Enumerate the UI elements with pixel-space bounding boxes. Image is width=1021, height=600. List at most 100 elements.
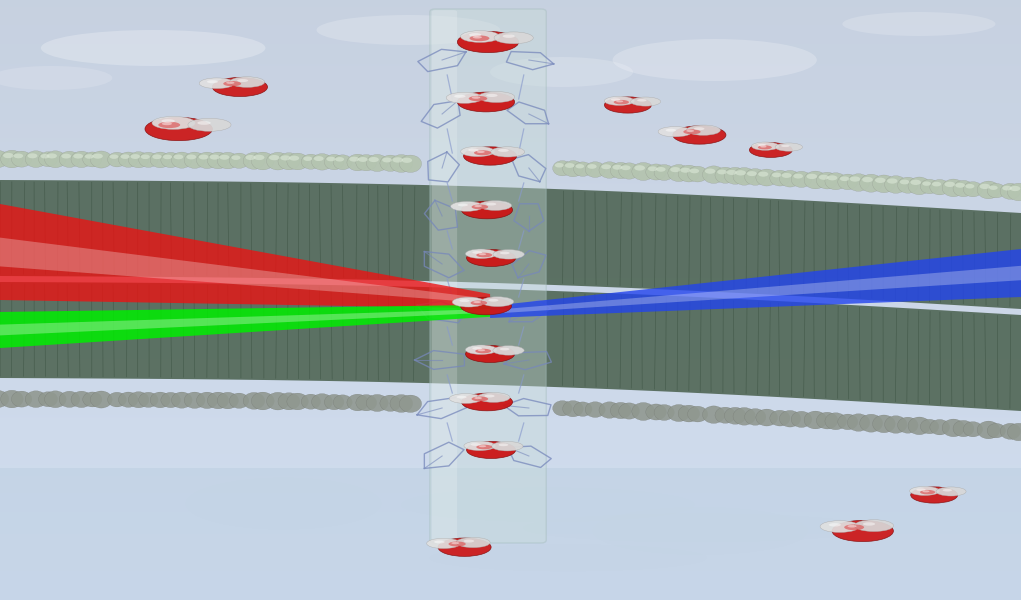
Ellipse shape (687, 166, 708, 182)
Ellipse shape (758, 144, 766, 146)
Ellipse shape (71, 151, 92, 167)
Ellipse shape (474, 397, 482, 399)
Ellipse shape (987, 184, 1006, 198)
Ellipse shape (574, 162, 592, 176)
Ellipse shape (209, 155, 220, 160)
Ellipse shape (473, 36, 482, 38)
Ellipse shape (251, 152, 275, 170)
Ellipse shape (686, 125, 721, 136)
Ellipse shape (39, 392, 57, 407)
Ellipse shape (936, 487, 966, 496)
Ellipse shape (0, 151, 9, 167)
Ellipse shape (457, 31, 519, 53)
Ellipse shape (59, 391, 80, 407)
Ellipse shape (150, 392, 171, 408)
Ellipse shape (668, 164, 689, 182)
Ellipse shape (477, 151, 485, 153)
Ellipse shape (694, 127, 704, 130)
Ellipse shape (287, 393, 308, 410)
Ellipse shape (930, 419, 950, 435)
Ellipse shape (161, 119, 175, 123)
Ellipse shape (805, 411, 827, 429)
Ellipse shape (207, 392, 229, 409)
Ellipse shape (481, 297, 514, 307)
Ellipse shape (224, 81, 241, 86)
Ellipse shape (704, 169, 716, 174)
Ellipse shape (494, 32, 533, 44)
Ellipse shape (1008, 183, 1021, 201)
Ellipse shape (461, 393, 513, 411)
Ellipse shape (85, 154, 94, 159)
Ellipse shape (759, 172, 769, 176)
Ellipse shape (382, 158, 392, 163)
Ellipse shape (347, 394, 369, 411)
Ellipse shape (756, 169, 778, 186)
Ellipse shape (243, 152, 264, 169)
Ellipse shape (83, 392, 102, 407)
Ellipse shape (479, 253, 486, 255)
Ellipse shape (39, 152, 57, 167)
Ellipse shape (41, 30, 265, 66)
Ellipse shape (401, 158, 412, 163)
Polygon shape (0, 282, 1021, 411)
Ellipse shape (109, 154, 118, 159)
Ellipse shape (488, 299, 498, 302)
Ellipse shape (524, 514, 871, 542)
Ellipse shape (479, 200, 512, 211)
Ellipse shape (717, 170, 727, 175)
Ellipse shape (45, 151, 66, 168)
Ellipse shape (908, 177, 930, 195)
Ellipse shape (862, 177, 873, 182)
Ellipse shape (380, 395, 401, 412)
Ellipse shape (838, 414, 858, 430)
Ellipse shape (1, 150, 23, 168)
Ellipse shape (468, 149, 479, 152)
Ellipse shape (476, 445, 492, 449)
Ellipse shape (791, 171, 812, 187)
Ellipse shape (83, 152, 102, 167)
Ellipse shape (491, 147, 525, 157)
Ellipse shape (498, 149, 508, 152)
Ellipse shape (847, 525, 857, 527)
Ellipse shape (593, 507, 808, 554)
Ellipse shape (199, 155, 208, 160)
Ellipse shape (131, 154, 140, 159)
Ellipse shape (472, 97, 480, 99)
Ellipse shape (427, 538, 460, 548)
Ellipse shape (333, 395, 352, 410)
Ellipse shape (987, 424, 1006, 438)
Ellipse shape (619, 403, 639, 419)
Ellipse shape (673, 126, 726, 144)
Ellipse shape (601, 164, 611, 169)
Ellipse shape (212, 77, 268, 97)
Ellipse shape (563, 161, 583, 177)
Ellipse shape (356, 155, 377, 171)
Ellipse shape (139, 152, 158, 167)
FancyBboxPatch shape (430, 9, 546, 543)
Ellipse shape (657, 167, 666, 172)
Ellipse shape (847, 414, 870, 431)
Ellipse shape (942, 419, 965, 437)
Ellipse shape (760, 146, 767, 148)
Ellipse shape (243, 392, 264, 409)
Ellipse shape (120, 154, 130, 159)
Ellipse shape (614, 100, 629, 104)
Ellipse shape (118, 152, 138, 167)
Ellipse shape (281, 155, 291, 160)
Ellipse shape (184, 152, 205, 169)
Ellipse shape (478, 349, 485, 351)
Ellipse shape (479, 445, 486, 447)
Ellipse shape (916, 488, 926, 491)
Ellipse shape (756, 409, 778, 426)
Ellipse shape (897, 417, 918, 433)
Polygon shape (0, 305, 490, 348)
Ellipse shape (552, 401, 572, 416)
Ellipse shape (687, 406, 708, 422)
Bar (0, 468, 1021, 600)
Ellipse shape (430, 545, 707, 571)
Ellipse shape (486, 94, 497, 97)
Ellipse shape (819, 175, 829, 180)
Ellipse shape (686, 130, 694, 132)
Ellipse shape (471, 301, 487, 305)
Ellipse shape (860, 174, 882, 192)
